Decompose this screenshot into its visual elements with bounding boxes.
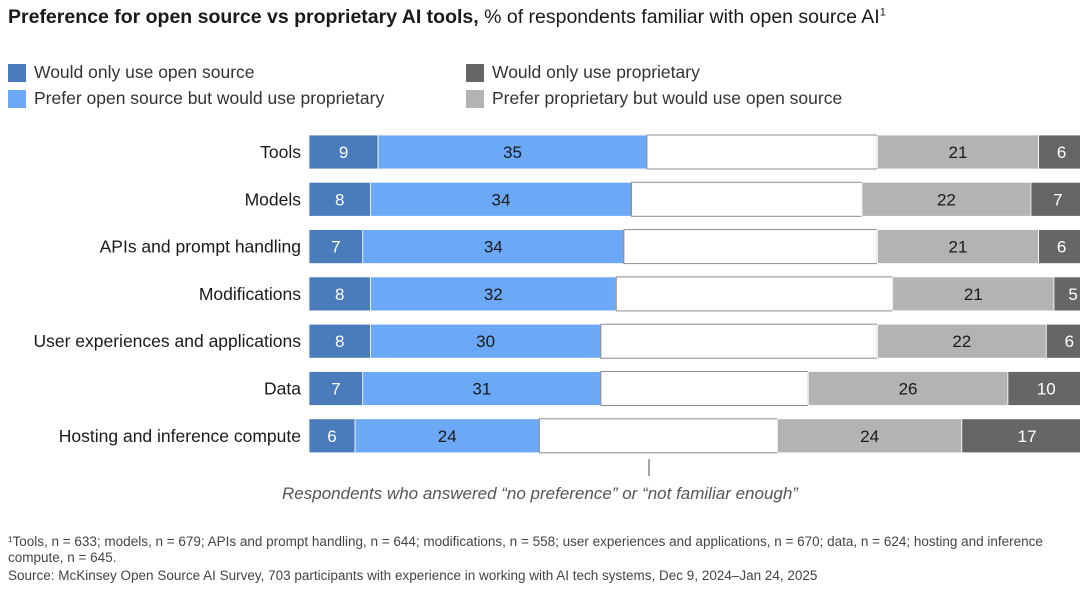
data-label-tools-series-3: 21	[948, 143, 967, 162]
data-label-hosting-and-inference-compute-series-1: 24	[438, 427, 457, 446]
category-label-tools: Tools	[260, 142, 301, 162]
category-label-hosting-and-inference-compute: Hosting and inference compute	[59, 426, 301, 446]
bar-modifications-series-3	[892, 276, 1055, 312]
legend-label-prop-only: Would only use proprietary	[492, 62, 700, 82]
data-label-apis-and-prompt-handling-series-1: 34	[484, 238, 503, 257]
bar-tools-series-0	[308, 134, 379, 170]
data-label-data-series-3: 26	[899, 380, 918, 399]
bar-modifications-series-2	[615, 276, 894, 312]
data-label-hosting-and-inference-compute-series-4: 17	[1018, 427, 1037, 446]
bar-hosting-and-inference-compute-series-1	[354, 418, 540, 454]
title-footnote-marker: 1	[879, 6, 886, 19]
data-label-models-series-3: 22	[937, 190, 956, 209]
data-label-modifications-series-1: 32	[484, 285, 503, 304]
bar-user-experiences-and-applications-series-4	[1045, 323, 1080, 359]
chart-title: Preference for open source vs proprietar…	[8, 6, 886, 29]
data-label-models-series-4: 7	[1053, 190, 1062, 209]
category-label-models: Models	[245, 189, 302, 209]
title-bold: Preference for open source vs proprietar…	[8, 6, 479, 28]
bar-tools-series-2	[646, 134, 878, 170]
bar-user-experiences-and-applications-series-1	[370, 323, 602, 359]
data-label-modifications-series-3: 21	[964, 285, 983, 304]
data-label-data-series-4: 10	[1037, 380, 1056, 399]
legend-label-prefer-prop: Prefer proprietary but would use open so…	[492, 88, 843, 108]
data-label-data-series-1: 31	[472, 380, 491, 399]
bar-hosting-and-inference-compute-series-2	[538, 418, 778, 454]
bar-tools-series-3	[876, 134, 1040, 170]
legend-swatch-open-only	[8, 64, 26, 82]
bar-modifications-series-1	[370, 276, 617, 312]
legend-label-prefer-open: Prefer open source but would use proprie…	[34, 88, 385, 108]
bar-apis-and-prompt-handling-series-1	[362, 229, 625, 265]
bar-tools-series-1	[377, 134, 648, 170]
data-label-hosting-and-inference-compute-series-3: 24	[860, 427, 879, 446]
bar-data-series-1	[362, 371, 602, 406]
bar-data-series-0	[308, 371, 364, 406]
bar-models-series-0	[308, 181, 371, 217]
data-label-user-experiences-and-applications-series-1: 30	[476, 332, 495, 351]
bar-user-experiences-and-applications-series-2	[600, 323, 878, 359]
data-label-tools-series-4: 6	[1057, 143, 1066, 162]
legend-swatch-prop-only	[466, 64, 484, 82]
bar-apis-and-prompt-handling-series-4	[1038, 229, 1080, 265]
bar-models-series-2	[631, 181, 863, 217]
bar-user-experiences-and-applications-series-0	[308, 323, 371, 359]
bar-hosting-and-inference-compute-series-4	[961, 418, 1080, 454]
bar-models-series-1	[370, 181, 632, 217]
no-preference-note: Respondents who answered “no preference”…	[282, 484, 798, 503]
bar-models-series-3	[861, 181, 1032, 217]
category-label-user-experiences-and-applications: User experiences and applications	[33, 331, 301, 351]
category-label-apis-and-prompt-handling: APIs and prompt handling	[100, 237, 301, 257]
bar-modifications-series-4	[1053, 276, 1080, 312]
data-label-hosting-and-inference-compute-series-0: 6	[327, 427, 336, 446]
bar-apis-and-prompt-handling-series-3	[876, 229, 1040, 265]
legend-label-open-only: Would only use open source	[34, 62, 255, 82]
data-label-modifications-series-4: 5	[1068, 285, 1077, 304]
stacked-bar-chart: Tools 9 35 21 6 Models 8 34 22 7 APIs and prompt h…	[33, 134, 1080, 476]
data-label-data-series-0: 7	[331, 380, 340, 399]
bar-apis-and-prompt-handling-series-2	[623, 229, 878, 265]
data-label-user-experiences-and-applications-series-0: 8	[335, 332, 344, 351]
bar-modifications-series-0	[308, 276, 371, 312]
footnote-sample-sizes: ¹Tools, n = 633; models, n = 679; APIs a…	[8, 534, 1043, 565]
bar-models-series-4	[1030, 181, 1080, 217]
data-label-apis-and-prompt-handling-series-0: 7	[331, 238, 340, 257]
legend-swatch-prefer-open	[8, 90, 26, 108]
data-label-user-experiences-and-applications-series-4: 6	[1065, 332, 1074, 351]
data-label-apis-and-prompt-handling-series-4: 6	[1057, 238, 1066, 257]
category-label-data: Data	[264, 379, 301, 399]
data-label-modifications-series-0: 8	[335, 285, 344, 304]
bar-apis-and-prompt-handling-series-0	[308, 229, 364, 265]
bar-user-experiences-and-applications-series-3	[876, 323, 1047, 359]
data-label-apis-and-prompt-handling-series-3: 21	[948, 238, 967, 257]
bar-data-series-4	[1007, 371, 1080, 406]
data-label-models-series-0: 8	[335, 190, 344, 209]
bar-hosting-and-inference-compute-series-0	[308, 418, 356, 454]
bar-data-series-2	[600, 371, 809, 406]
data-label-tools-series-1: 35	[503, 143, 522, 162]
footnote-source: Source: McKinsey Open Source AI Survey, …	[8, 568, 818, 583]
legend-swatch-prefer-prop	[466, 90, 484, 108]
category-label-modifications: Modifications	[199, 284, 301, 304]
data-label-user-experiences-and-applications-series-3: 22	[952, 332, 971, 351]
bar-data-series-3	[807, 371, 1009, 406]
data-label-tools-series-0: 9	[339, 143, 348, 162]
data-label-models-series-1: 34	[492, 190, 511, 209]
bar-hosting-and-inference-compute-series-3	[777, 418, 963, 454]
title-rest: % of respondents familiar with open sour…	[478, 6, 880, 28]
bar-tools-series-4	[1038, 134, 1080, 170]
